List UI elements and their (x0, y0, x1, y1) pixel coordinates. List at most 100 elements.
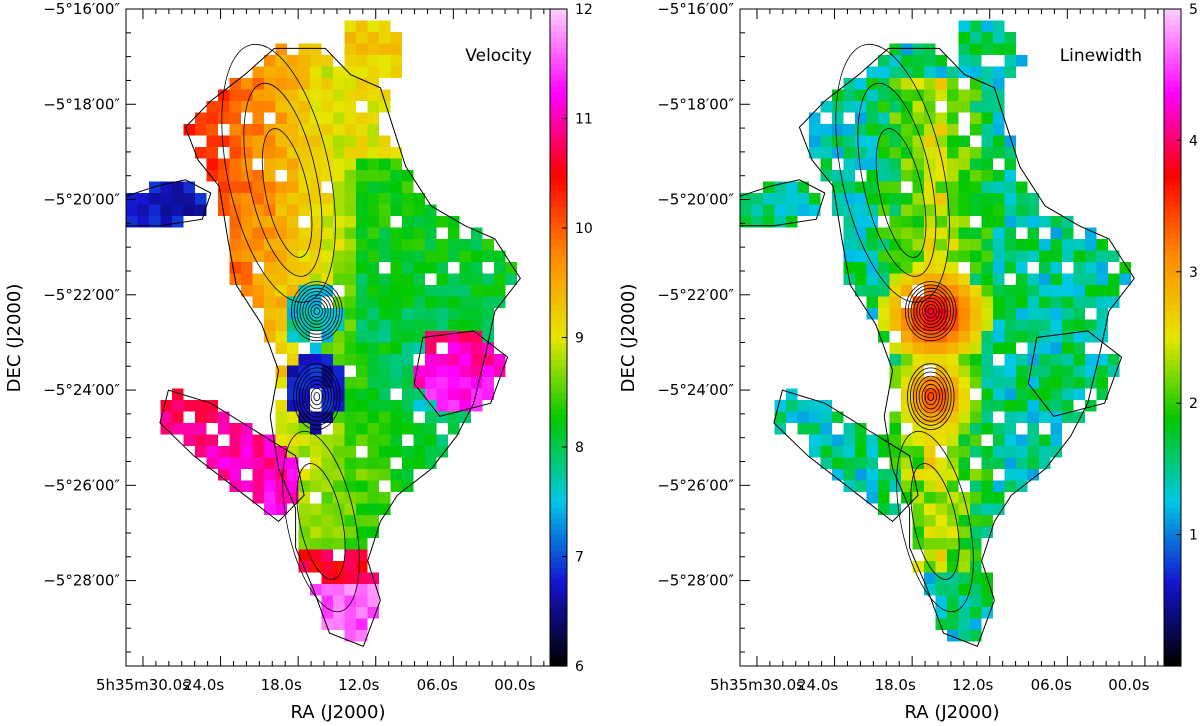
map-cell (448, 411, 460, 423)
map-cell (970, 515, 982, 527)
map-cell (287, 135, 299, 147)
map-cell (1027, 239, 1039, 251)
colorbar-segment (1164, 299, 1181, 306)
colorbar-segment (1164, 85, 1181, 92)
map-cell (970, 538, 982, 550)
map-cell (356, 55, 368, 67)
map-cell (1062, 411, 1074, 423)
y-tick-label: −5°28′00″ (657, 572, 734, 590)
map-cell (958, 66, 970, 78)
map-cell (832, 434, 844, 446)
map-cell (1027, 354, 1039, 366)
map-cell (287, 446, 299, 458)
map-cell (298, 538, 310, 550)
map-cell (356, 296, 368, 308)
map-cell (356, 32, 368, 44)
map-cell (993, 43, 1005, 55)
map-cell (889, 78, 901, 90)
linewidth-x-label: RA (J2000) (905, 702, 1000, 723)
map-cell (471, 331, 483, 343)
map-cell (1050, 227, 1062, 239)
map-cell (425, 342, 437, 354)
colorbar-segment (550, 9, 567, 16)
map-cell (1096, 273, 1108, 285)
map-cell (333, 319, 345, 331)
map-cell (275, 193, 287, 205)
map-cell (901, 331, 913, 343)
colorbar-segment (550, 578, 567, 585)
outlier-contour (159, 389, 305, 523)
map-cell (229, 101, 241, 113)
map-cell (298, 354, 310, 366)
map-cell (993, 32, 1005, 44)
map-cell (878, 227, 890, 239)
map-cell (832, 112, 844, 124)
map-cell (218, 423, 230, 435)
map-cell (241, 423, 253, 435)
map-cell (1050, 296, 1062, 308)
map-cell (947, 584, 959, 596)
map-cell (993, 239, 1005, 251)
map-cell (310, 296, 322, 308)
map-cell (436, 354, 448, 366)
map-cell (459, 400, 471, 412)
map-cell (1039, 365, 1051, 377)
map-cell (912, 273, 924, 285)
map-cell (275, 296, 287, 308)
map-cell (970, 331, 982, 343)
colorbar-segment (550, 140, 567, 147)
map-cell (264, 308, 276, 320)
map-cell (970, 572, 982, 584)
map-cell (264, 503, 276, 515)
ridge-contour (896, 430, 974, 613)
map-cell (1073, 319, 1085, 331)
map-cell (1004, 170, 1016, 182)
map-cell (413, 250, 425, 262)
map-cell (333, 354, 345, 366)
map-cell (855, 423, 867, 435)
map-cell (287, 89, 299, 101)
map-cell (356, 549, 368, 561)
map-cell (878, 446, 890, 458)
map-cell (1004, 423, 1016, 435)
colorbar-segment (550, 156, 567, 163)
map-cell (333, 572, 345, 584)
map-cell (413, 239, 425, 251)
core-contour (296, 287, 337, 335)
map-cell (993, 446, 1005, 458)
map-cell (390, 147, 402, 159)
velocity-y-label: DEC (J2000) (4, 284, 25, 393)
map-cell (264, 101, 276, 113)
map-cell (935, 66, 947, 78)
map-cell (252, 216, 264, 228)
map-cell (855, 204, 867, 216)
map-cell (981, 319, 993, 331)
map-cell (866, 262, 878, 274)
map-cell (958, 239, 970, 251)
map-cell (993, 101, 1005, 113)
map-cell (947, 181, 959, 193)
map-cell (482, 365, 494, 377)
map-cell (924, 78, 936, 90)
map-cell (402, 319, 414, 331)
map-cell (459, 250, 471, 262)
map-cell (321, 331, 333, 343)
x-tick-label: 5h35m30.0s (710, 676, 804, 694)
colorbar-segment (550, 556, 567, 563)
map-cell (993, 480, 1005, 492)
map-cell (333, 342, 345, 354)
colorbar-segment (1164, 233, 1181, 240)
map-cell (367, 204, 379, 216)
map-cell (1004, 377, 1016, 389)
map-cell (218, 204, 230, 216)
colorbar-segment (1164, 107, 1181, 114)
map-cell (321, 147, 333, 159)
map-cell (356, 124, 368, 136)
map-cell (878, 308, 890, 320)
y-tick-label: −5°20′00″ (43, 191, 120, 209)
map-cell (275, 434, 287, 446)
colorbar-segment (1164, 200, 1181, 207)
map-cell (448, 377, 460, 389)
map-cell (1004, 469, 1016, 481)
map-cell (390, 434, 402, 446)
